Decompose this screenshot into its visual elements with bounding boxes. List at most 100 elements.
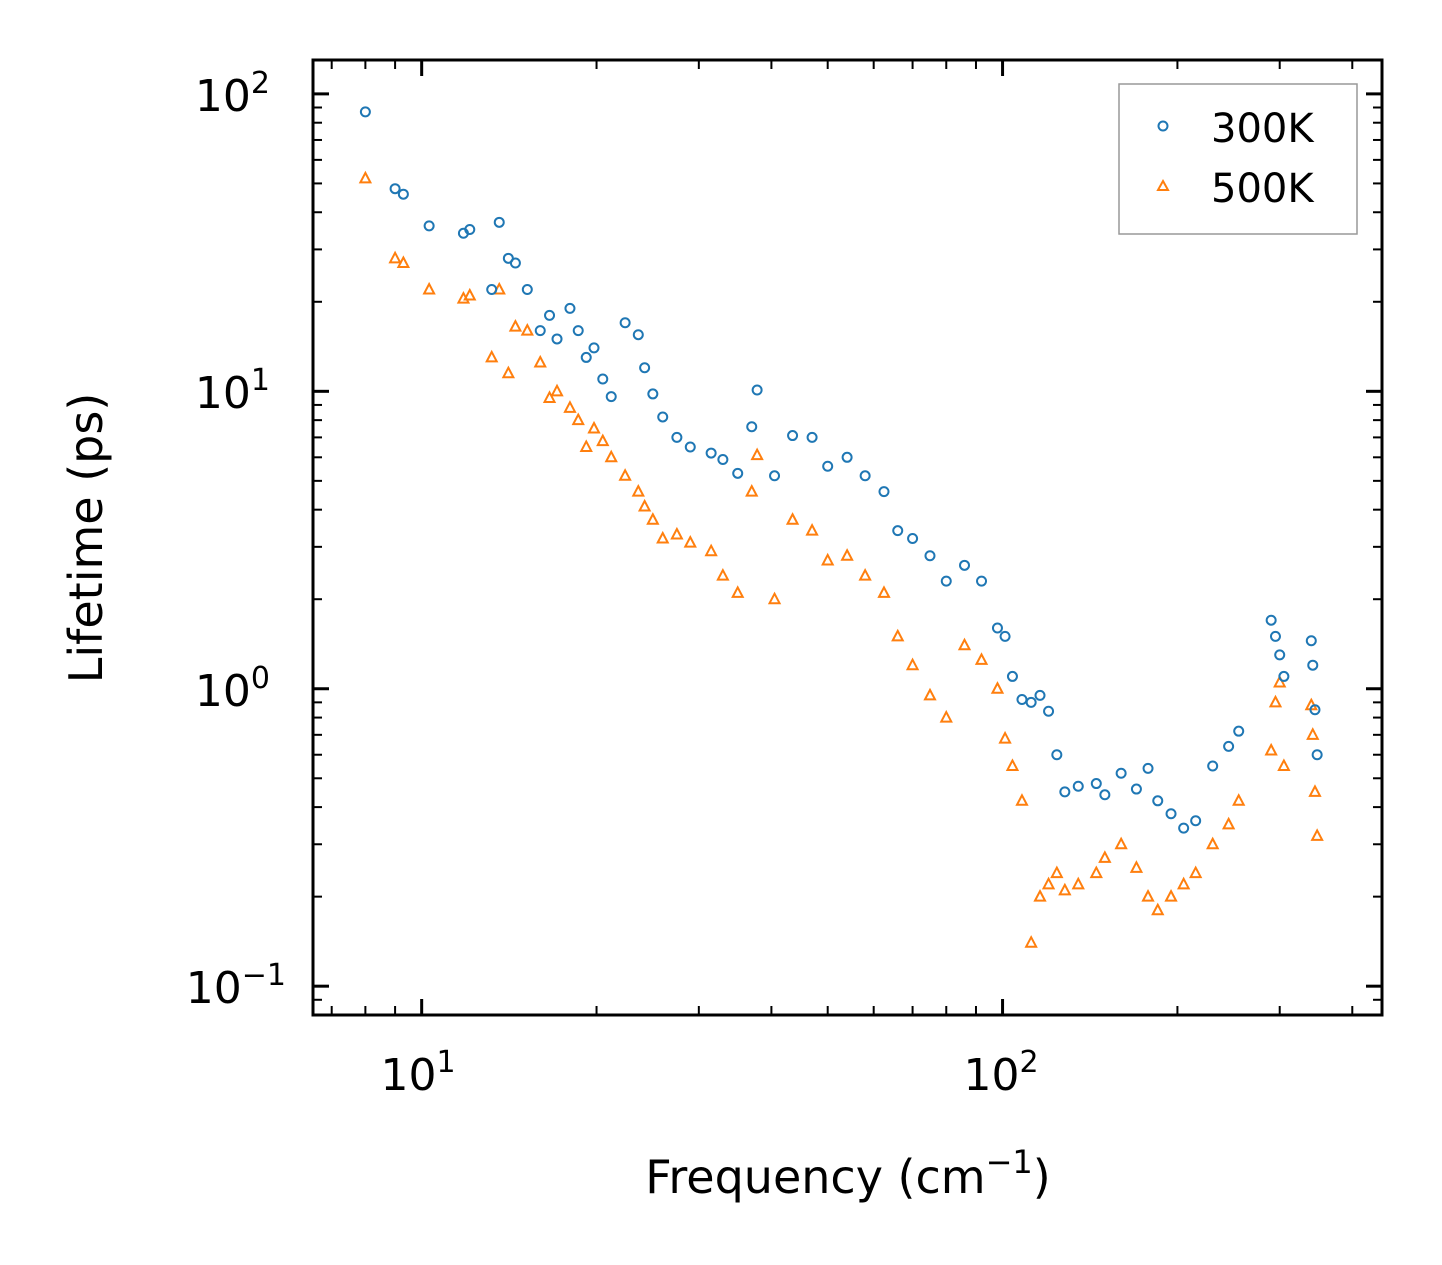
point-300K-43 — [959, 559, 971, 571]
point-300K-58 — [1130, 783, 1142, 795]
point-300K-24 — [657, 411, 669, 423]
point-500K-25 — [670, 526, 684, 540]
point-500K-18 — [596, 433, 610, 447]
point-300K-28 — [717, 453, 729, 465]
point-300K-50 — [1034, 689, 1046, 701]
point-500K-42 — [939, 709, 953, 723]
point-300K-68 — [1269, 630, 1281, 642]
point-500K-66 — [1232, 793, 1246, 806]
point-500K-70 — [1277, 758, 1291, 771]
point-500K-74 — [1310, 828, 1324, 841]
point-500K-61 — [1164, 888, 1178, 902]
point-500K-26 — [683, 534, 697, 548]
legend: 300K 500K — [1118, 83, 1358, 235]
point-300K-48 — [1016, 694, 1028, 706]
point-300K-64 — [1207, 760, 1219, 772]
point-500K-54 — [1071, 876, 1085, 890]
point-300K-47 — [1006, 670, 1018, 682]
point-500K-33 — [785, 512, 800, 525]
point-300K-18 — [597, 373, 609, 385]
point-300K-52 — [1051, 749, 1063, 761]
x-tick-label-10: 101 — [380, 1045, 455, 1101]
point-300K-38 — [878, 486, 890, 498]
point-300K-16 — [580, 351, 592, 363]
point-500K-31 — [745, 483, 759, 497]
point-500K-14 — [563, 400, 577, 413]
point-500K-34 — [805, 523, 819, 536]
point-500K-30 — [750, 447, 764, 461]
point-500K-20 — [618, 468, 632, 481]
point-300K-46 — [999, 630, 1011, 642]
point-500K-1 — [388, 250, 402, 264]
point-500K-5 — [463, 287, 477, 301]
point-500K-68 — [1268, 694, 1283, 708]
point-500K-9 — [508, 318, 523, 332]
point-300K-21 — [632, 329, 644, 341]
point-500K-56 — [1098, 850, 1112, 863]
point-500K-0 — [358, 170, 373, 184]
point-300K-10 — [521, 283, 533, 295]
point-300K-12 — [544, 309, 556, 321]
point-300K-9 — [509, 257, 521, 269]
point-500K-65 — [1221, 816, 1236, 830]
point-500K-28 — [716, 568, 730, 581]
point-500K-10 — [520, 322, 534, 336]
scatter-points — [358, 106, 1324, 948]
point-300K-44 — [976, 575, 988, 587]
point-500K-57 — [1114, 836, 1128, 850]
point-500K-13 — [550, 383, 564, 397]
point-300K-36 — [841, 451, 853, 463]
point-500K-63 — [1189, 865, 1203, 879]
point-500K-15 — [571, 412, 585, 426]
point-300K-73 — [1309, 704, 1321, 716]
point-500K-12 — [542, 390, 557, 403]
y-axis-label: Lifetime (ps) — [59, 393, 113, 684]
point-300K-13 — [551, 333, 563, 345]
point-300K-37 — [859, 470, 871, 482]
legend-marker-500K — [1156, 178, 1170, 191]
point-500K-32 — [767, 591, 782, 605]
point-500K-3 — [422, 281, 436, 295]
point-300K-69 — [1274, 649, 1286, 661]
point-300K-19 — [605, 391, 617, 403]
point-500K-45 — [990, 681, 1005, 694]
point-500K-35 — [821, 552, 835, 566]
point-300K-3 — [423, 220, 435, 232]
y-tick-label-10: 101 — [195, 363, 270, 419]
point-500K-27 — [704, 543, 718, 557]
y-tick-label-0.1: 10−1 — [186, 958, 286, 1014]
point-300K-57 — [1115, 767, 1127, 779]
point-300K-55 — [1090, 778, 1102, 790]
point-300K-72 — [1307, 659, 1319, 671]
point-500K-44 — [974, 652, 989, 665]
point-500K-2 — [396, 255, 411, 269]
point-300K-31 — [746, 421, 758, 433]
point-500K-49 — [1024, 935, 1038, 948]
point-300K-56 — [1099, 789, 1111, 801]
point-300K-59 — [1142, 762, 1154, 774]
point-300K-39 — [892, 525, 904, 537]
point-300K-20 — [619, 317, 631, 329]
point-500K-21 — [631, 483, 645, 497]
point-500K-29 — [731, 585, 745, 598]
point-500K-17 — [587, 420, 601, 434]
point-500K-24 — [656, 530, 670, 544]
point-500K-51 — [1041, 876, 1056, 890]
point-300K-7 — [493, 216, 505, 228]
point-300K-49 — [1025, 696, 1037, 708]
point-300K-27 — [705, 447, 717, 459]
point-300K-35 — [822, 460, 834, 472]
point-500K-53 — [1058, 882, 1072, 896]
y-tick-label-1: 100 — [195, 661, 270, 717]
legend-marker-300K — [1157, 120, 1169, 132]
point-500K-59 — [1141, 888, 1155, 902]
point-500K-8 — [501, 365, 516, 379]
legend-label-300K: 300K — [1211, 106, 1315, 152]
point-300K-62 — [1178, 822, 1190, 834]
point-300K-45 — [991, 622, 1003, 634]
point-500K-48 — [1015, 793, 1029, 806]
point-300K-25 — [671, 431, 683, 443]
point-300K-14 — [564, 302, 576, 314]
point-500K-52 — [1050, 865, 1064, 879]
point-500K-55 — [1089, 865, 1103, 879]
